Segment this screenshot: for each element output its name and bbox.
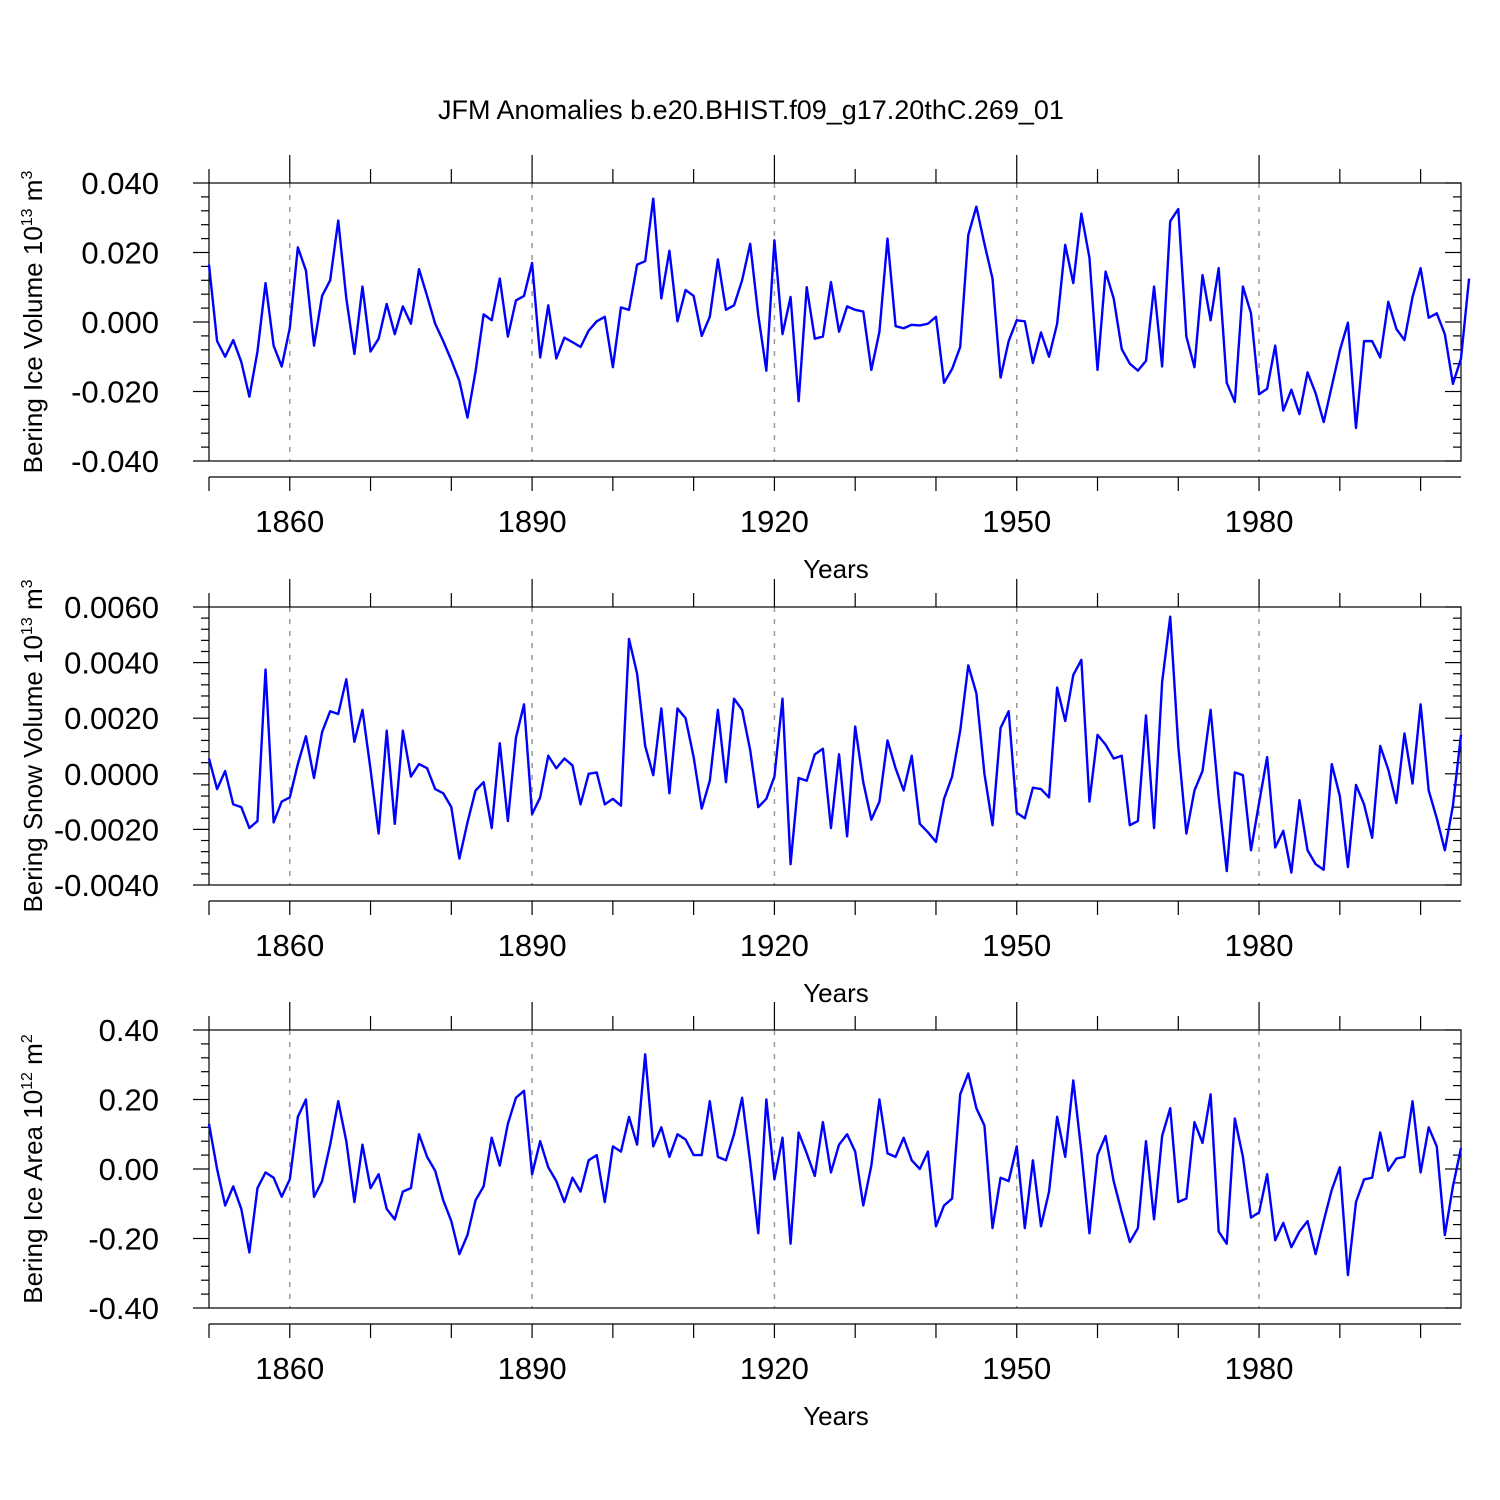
y-tick-label: 0.020 bbox=[81, 236, 159, 271]
x-tick-label-1920: 1920 bbox=[740, 928, 809, 963]
y-tick-label: 0.0020 bbox=[64, 701, 159, 736]
x-tick-label-1890: 1890 bbox=[498, 1351, 567, 1386]
x-tick-label-1950: 1950 bbox=[982, 504, 1051, 539]
panel-snow-volume: 1860 1890 1920 1950 1980 Years -0.0040 -0.0020 0… bbox=[18, 579, 1463, 1008]
series-line-snow-volume bbox=[207, 615, 1463, 874]
x-tick-label-1920: 1920 bbox=[740, 1351, 809, 1386]
plot-frame bbox=[208, 182, 1462, 462]
x-axis-label: Years bbox=[803, 554, 869, 584]
series-line-ice-volume bbox=[207, 197, 1471, 430]
y-tick-label: -0.0020 bbox=[54, 812, 159, 847]
x-tick-label-1860: 1860 bbox=[255, 1351, 324, 1386]
x-tick-label-1980: 1980 bbox=[1225, 1351, 1294, 1386]
y-tick-label: -0.040 bbox=[71, 444, 159, 479]
y-axis-label: Bering Ice Volume 1013 m3 bbox=[18, 171, 48, 474]
y-tick-label: 0.0060 bbox=[64, 590, 159, 625]
plot-frame bbox=[208, 606, 1462, 886]
y-tick-label: 0.20 bbox=[99, 1083, 159, 1118]
y-tick-label: 0.040 bbox=[81, 166, 159, 201]
panel-ice-volume: 1860 1890 1920 1950 1980 Years -0.040 -0.020 0.0… bbox=[18, 155, 1471, 584]
x-axis-label: Years bbox=[803, 978, 869, 1008]
panel-ice-area: 1860 1890 1920 1950 1980 Years -0.40 -0.20 0.00 0… bbox=[18, 1002, 1463, 1431]
x-axis-label: Years bbox=[803, 1401, 869, 1431]
x-tick-label-1920: 1920 bbox=[740, 504, 809, 539]
y-tick-label: -0.0040 bbox=[54, 868, 159, 903]
y-axis-label: Bering Ice Area 1012 m2 bbox=[18, 1034, 48, 1304]
x-tick-label-1860: 1860 bbox=[255, 928, 324, 963]
x-tick-label-1890: 1890 bbox=[498, 928, 567, 963]
y-tick-label: 0.0040 bbox=[64, 646, 159, 681]
y-tick-label: 0.40 bbox=[99, 1013, 159, 1048]
x-tick-label-1950: 1950 bbox=[982, 928, 1051, 963]
y-axis-label: Bering Snow Volume 1013 m3 bbox=[18, 579, 48, 912]
x-tick-label-1890: 1890 bbox=[498, 504, 567, 539]
x-tick-label-1950: 1950 bbox=[982, 1351, 1051, 1386]
y-tick-label: -0.020 bbox=[71, 375, 159, 410]
x-tick-label-1980: 1980 bbox=[1225, 504, 1294, 539]
y-tick-label: 0.00 bbox=[99, 1152, 159, 1187]
series-line-ice-area bbox=[207, 1053, 1463, 1277]
y-tick-label: -0.20 bbox=[88, 1222, 159, 1257]
x-tick-label-1980: 1980 bbox=[1225, 928, 1294, 963]
figure-title: JFM Anomalies b.e20.BHIST.f09_g17.20thC.… bbox=[438, 95, 1064, 125]
panels: 1860 1890 1920 1950 1980 Years -0.040 -0.020 0.0… bbox=[18, 155, 1471, 1431]
y-tick-label: 0.0000 bbox=[64, 757, 159, 792]
y-tick-label: -0.40 bbox=[88, 1291, 159, 1326]
x-tick-label-1860: 1860 bbox=[255, 504, 324, 539]
plot-frame bbox=[208, 1029, 1462, 1309]
y-tick-label: 0.000 bbox=[81, 305, 159, 340]
